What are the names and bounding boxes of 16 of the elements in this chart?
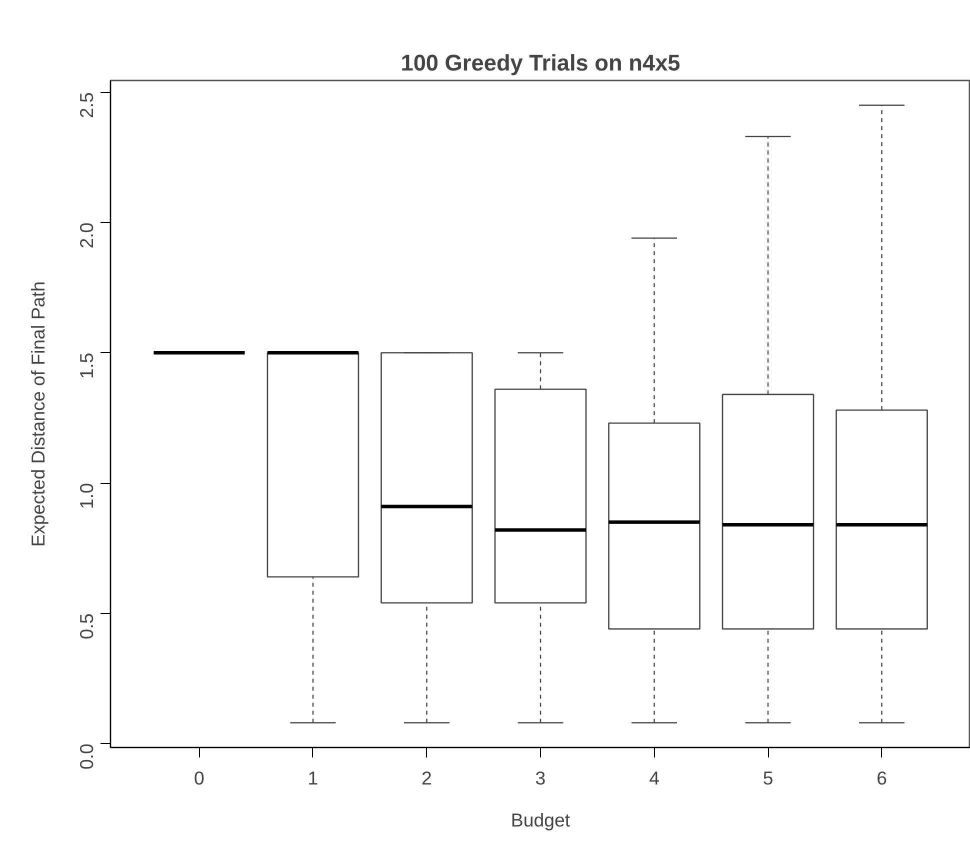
x-tick-label: 1 bbox=[308, 768, 318, 788]
y-tick-label: 2.5 bbox=[76, 92, 97, 118]
x-axis-title: Budget bbox=[510, 810, 571, 830]
y-tick-label: 2.0 bbox=[76, 222, 97, 248]
y-tick-label: 0.0 bbox=[76, 744, 97, 770]
x-tick-label: 0 bbox=[194, 768, 204, 788]
y-tick-label: 0.5 bbox=[76, 613, 97, 640]
x-tick-label: 3 bbox=[535, 768, 546, 788]
y-axis-title: Expected Distance of Final Path bbox=[28, 281, 48, 547]
chart-title: 100 Greedy Trials on n4x5 bbox=[400, 50, 680, 76]
x-tick-label: 5 bbox=[762, 768, 774, 788]
x-tick-label: 6 bbox=[876, 768, 887, 788]
y-tick-label: 1.5 bbox=[76, 352, 97, 379]
x-tick-label: 2 bbox=[422, 768, 432, 788]
x-tick-label: 4 bbox=[649, 768, 660, 788]
y-tick-label: 1.0 bbox=[76, 483, 97, 509]
